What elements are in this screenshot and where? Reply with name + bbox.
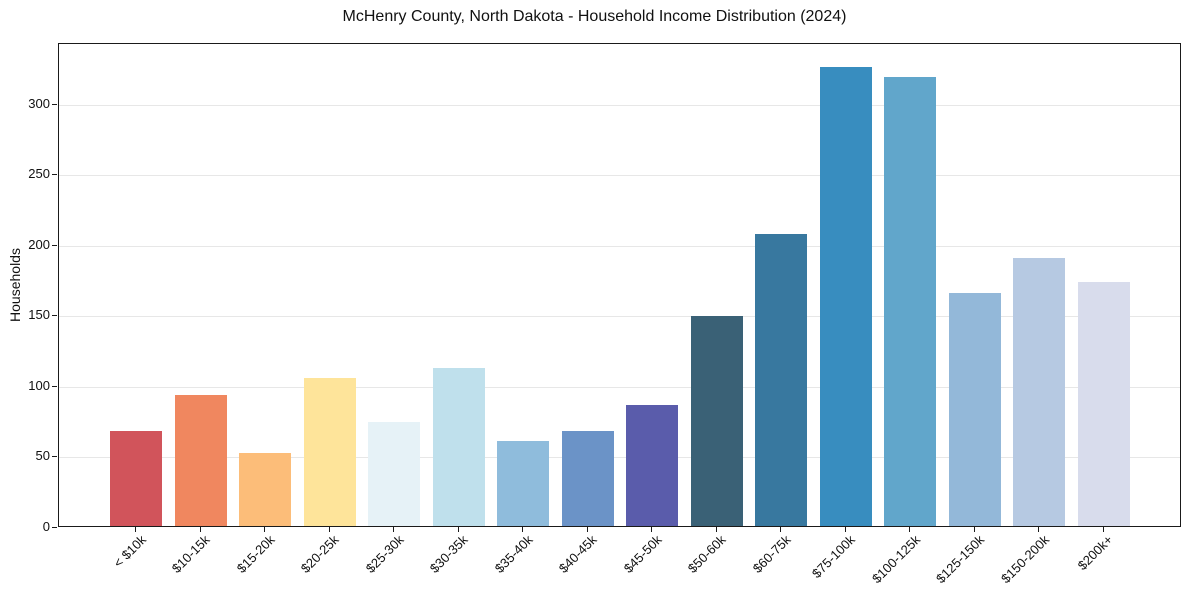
bar	[691, 316, 743, 526]
x-tick-mark	[329, 527, 330, 532]
x-tick-mark	[264, 527, 265, 532]
bar	[433, 368, 485, 526]
x-tick-label: $75-100k	[808, 532, 858, 581]
bar	[562, 431, 614, 526]
bar	[884, 77, 936, 526]
y-tick-mark	[52, 456, 57, 457]
gridline	[59, 246, 1180, 247]
x-tick-mark	[780, 527, 781, 532]
x-tick-mark	[651, 527, 652, 532]
x-tick-mark	[458, 527, 459, 532]
y-tick-label: 0	[42, 519, 50, 534]
y-tick-mark	[52, 527, 57, 528]
x-tick-mark	[845, 527, 846, 532]
x-tick-label: $10-15k	[168, 532, 213, 576]
x-tick-label: $125-150k	[932, 532, 987, 587]
bar	[820, 67, 872, 526]
x-tick-mark	[1103, 527, 1104, 532]
x-tick-label: $150-200k	[997, 532, 1052, 587]
x-tick-label: $60-75k	[749, 532, 794, 576]
x-tick-mark	[1038, 527, 1039, 532]
x-tick-label: $15-20k	[233, 532, 278, 576]
x-tick-mark	[135, 527, 136, 532]
y-tick-label: 50	[35, 448, 50, 463]
gridline	[59, 316, 1180, 317]
y-tick-mark	[52, 245, 57, 246]
y-tick-label: 250	[28, 166, 50, 181]
bar	[949, 293, 1001, 526]
bar	[239, 453, 291, 526]
bar	[175, 395, 227, 526]
x-tick-mark	[200, 527, 201, 532]
y-tick-mark	[52, 104, 57, 105]
x-tick-label: $25-30k	[362, 532, 407, 576]
y-tick-label: 200	[28, 237, 50, 252]
gridline	[59, 457, 1180, 458]
x-tick-label: $30-35k	[426, 532, 471, 576]
bar	[304, 378, 356, 526]
x-tick-mark	[909, 527, 910, 532]
bar	[755, 234, 807, 526]
x-tick-mark	[393, 527, 394, 532]
x-tick-label: $100-125k	[868, 532, 923, 587]
bar	[497, 441, 549, 526]
x-tick-mark	[522, 527, 523, 532]
gridline	[59, 175, 1180, 176]
x-tick-label: < $10k	[110, 532, 149, 571]
x-tick-mark	[716, 527, 717, 532]
x-tick-label: $200k+	[1074, 532, 1116, 574]
y-tick-label: 100	[28, 378, 50, 393]
bar	[626, 405, 678, 526]
y-tick-mark	[52, 174, 57, 175]
chart-title: McHenry County, North Dakota - Household…	[342, 8, 847, 25]
gridline	[59, 105, 1180, 106]
bar	[110, 431, 162, 526]
y-tick-mark	[52, 315, 57, 316]
bar	[1013, 258, 1065, 526]
x-tick-label: $50-60k	[684, 532, 729, 576]
bar	[1078, 282, 1130, 526]
x-tick-label: $35-40k	[491, 532, 536, 576]
x-tick-mark	[587, 527, 588, 532]
y-tick-label: 150	[28, 307, 50, 322]
x-tick-label: $20-25k	[297, 532, 342, 576]
plot-area	[58, 43, 1181, 527]
y-tick-label: 300	[28, 96, 50, 111]
x-tick-label: $40-45k	[555, 532, 600, 576]
y-tick-mark	[52, 386, 57, 387]
x-tick-label: $45-50k	[620, 532, 665, 576]
x-tick-mark	[974, 527, 975, 532]
gridline	[59, 387, 1180, 388]
bar	[368, 422, 420, 526]
